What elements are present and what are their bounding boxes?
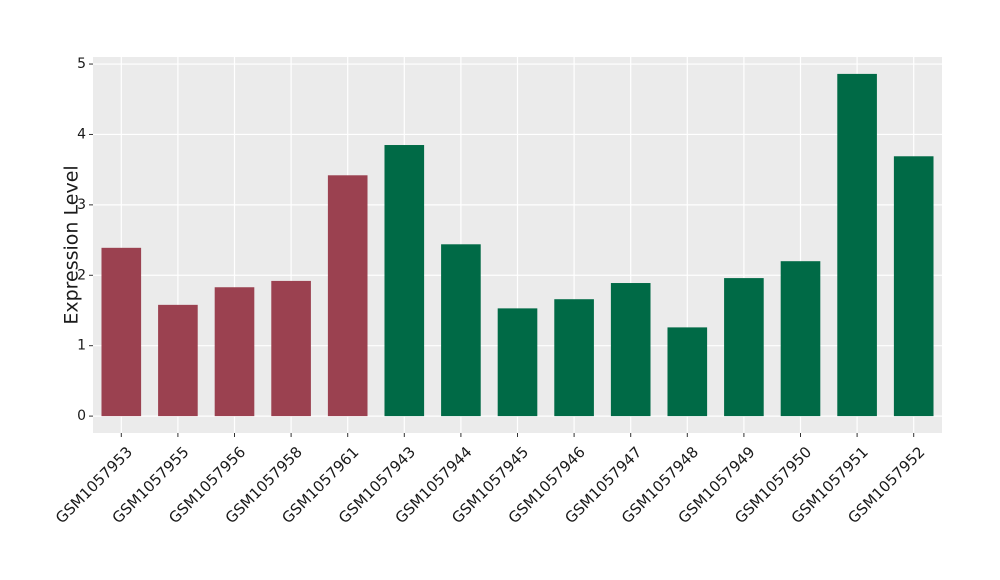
bar xyxy=(271,280,311,417)
bar xyxy=(384,145,425,417)
bar xyxy=(101,247,142,417)
bar xyxy=(837,73,877,417)
y-tick-label: 5 xyxy=(77,56,86,72)
y-tick-label: 3 xyxy=(77,197,86,213)
bar xyxy=(780,261,821,417)
bar xyxy=(441,244,481,417)
y-tick-label: 2 xyxy=(77,267,86,283)
y-tick-label: 0 xyxy=(77,408,86,424)
y-axis-title: Expression Level xyxy=(61,165,83,324)
bar xyxy=(893,156,934,417)
y-tick-label: 1 xyxy=(77,338,86,354)
bar xyxy=(497,308,538,417)
bar xyxy=(554,299,594,417)
bar xyxy=(158,304,198,417)
y-tick-label: 4 xyxy=(77,126,86,142)
bar xyxy=(214,287,255,417)
bar xyxy=(667,327,708,417)
bar xyxy=(610,283,651,417)
bar xyxy=(724,278,764,417)
bar xyxy=(327,175,368,417)
